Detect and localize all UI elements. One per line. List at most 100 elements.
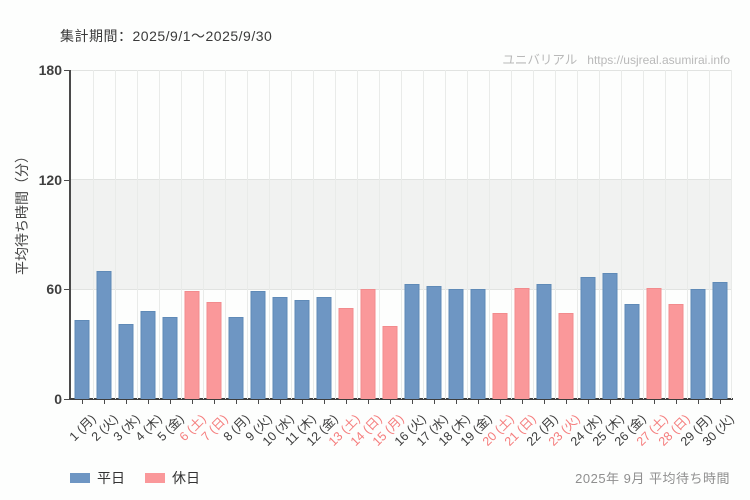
- bar-day-23: [558, 313, 574, 399]
- gridline-x-7: [224, 70, 226, 399]
- bar-day-14: [360, 289, 376, 399]
- x-axis-line: [69, 398, 733, 400]
- y-tick-label-180: 180: [38, 62, 62, 78]
- bar-day-24: [580, 276, 596, 399]
- gridline-x-16: [422, 70, 424, 399]
- gridline-x-22: [554, 70, 556, 399]
- bar-day-9: [250, 291, 266, 399]
- bar-day-2: [96, 271, 112, 399]
- day-slot-29: [687, 70, 709, 399]
- x-tick-23: [565, 400, 567, 404]
- gridline-x-28: [686, 70, 688, 399]
- day-slot-2: [93, 70, 115, 399]
- bars-container: [71, 70, 731, 399]
- day-slot-20: [489, 70, 511, 399]
- gridline-x-18: [466, 70, 468, 399]
- x-tick-13: [345, 400, 347, 404]
- day-slot-7: [203, 70, 225, 399]
- y-tick-180: [64, 70, 70, 71]
- legend-item-holiday: 休日: [145, 468, 200, 488]
- day-slot-12: [313, 70, 335, 399]
- bar-day-28: [668, 303, 684, 399]
- gridline-x-3: [136, 70, 138, 399]
- bar-day-15: [382, 325, 398, 399]
- gridline-x-2: [114, 70, 116, 399]
- bar-day-29: [690, 289, 706, 399]
- day-slot-30: [709, 70, 731, 399]
- day-slot-10: [269, 70, 291, 399]
- watermark-site-name: ユニバリアル: [502, 53, 578, 67]
- x-tick-25: [609, 400, 611, 404]
- bar-day-1: [74, 320, 90, 399]
- x-tick-16: [411, 400, 413, 404]
- day-slot-21: [511, 70, 533, 399]
- gridline-x-6: [202, 70, 204, 399]
- x-tick-17: [433, 400, 435, 404]
- gridline-x-4: [158, 70, 160, 399]
- y-tick-label-60: 60: [46, 281, 62, 298]
- bar-day-6: [184, 291, 200, 399]
- x-tick-8: [235, 400, 237, 404]
- day-slot-13: [335, 70, 357, 399]
- legend-swatch-holiday: [145, 473, 165, 483]
- bar-day-16: [404, 283, 420, 399]
- gridline-x-25: [620, 70, 622, 399]
- x-tick-9: [257, 400, 259, 404]
- gridline-x-20: [510, 70, 512, 399]
- y-axis-line: [69, 70, 71, 400]
- bar-day-7: [206, 302, 222, 399]
- day-slot-22: [533, 70, 555, 399]
- bar-day-11: [294, 300, 310, 399]
- day-slot-24: [577, 70, 599, 399]
- bar-day-4: [140, 311, 156, 399]
- day-slot-11: [291, 70, 313, 399]
- gridline-x-21: [532, 70, 534, 399]
- x-tick-29: [697, 400, 699, 404]
- day-slot-19: [467, 70, 489, 399]
- x-tick-27: [653, 400, 655, 404]
- x-tick-28: [675, 400, 677, 404]
- plot-area: [71, 69, 732, 399]
- day-slot-15: [379, 70, 401, 399]
- gridline-x-27: [664, 70, 666, 399]
- y-tick-0: [64, 399, 70, 400]
- day-slot-25: [599, 70, 621, 399]
- y-tick-label-0: 0: [54, 391, 62, 407]
- x-tick-14: [367, 400, 369, 404]
- gridline-x-1: [92, 70, 94, 399]
- report-period-label: 集計期間：2025/9/1～2025/9/30: [60, 28, 273, 44]
- x-tick-1: [81, 400, 83, 404]
- x-axis-ticks: [71, 400, 731, 405]
- gridline-x-15: [400, 70, 402, 399]
- day-slot-4: [137, 70, 159, 399]
- bar-day-22: [536, 283, 552, 399]
- chart-caption: 2025年 9月 平均待ち時間: [575, 471, 730, 486]
- x-tick-10: [279, 400, 281, 404]
- x-tick-7: [213, 400, 215, 404]
- day-slot-23: [555, 70, 577, 399]
- legend: 平日 休日: [70, 468, 220, 488]
- day-slot-18: [445, 70, 467, 399]
- x-tick-4: [147, 400, 149, 404]
- bar-day-5: [162, 316, 178, 399]
- day-slot-3: [115, 70, 137, 399]
- bar-day-12: [316, 296, 332, 399]
- watermark-site-url: https://usjreal.asumirai.info: [587, 53, 730, 67]
- day-slot-5: [159, 70, 181, 399]
- x-tick-19: [477, 400, 479, 404]
- gridline-x-14: [378, 70, 380, 399]
- gridline-x-23: [576, 70, 578, 399]
- gridline-x-17: [444, 70, 446, 399]
- legend-label-weekday: 平日: [97, 470, 125, 486]
- gridline-x-11: [312, 70, 314, 399]
- x-tick-22: [543, 400, 545, 404]
- day-slot-27: [643, 70, 665, 399]
- bar-day-17: [426, 285, 442, 399]
- bar-day-20: [492, 313, 508, 399]
- x-tick-24: [587, 400, 589, 404]
- y-tick-120: [64, 179, 70, 181]
- legend-label-holiday: 休日: [172, 470, 200, 486]
- bar-day-25: [602, 272, 618, 399]
- bar-day-30: [712, 282, 728, 399]
- day-slot-9: [247, 70, 269, 399]
